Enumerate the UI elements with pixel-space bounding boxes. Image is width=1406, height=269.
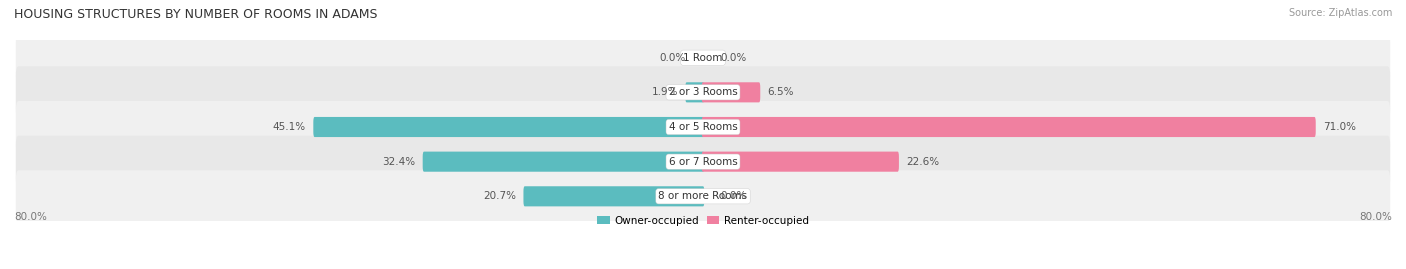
Text: 22.6%: 22.6%	[907, 157, 939, 167]
FancyBboxPatch shape	[15, 66, 1391, 118]
Text: 0.0%: 0.0%	[720, 53, 747, 63]
FancyBboxPatch shape	[15, 136, 1391, 188]
Text: 80.0%: 80.0%	[14, 212, 46, 222]
Text: 80.0%: 80.0%	[1360, 212, 1392, 222]
FancyBboxPatch shape	[15, 32, 1391, 84]
FancyBboxPatch shape	[685, 82, 704, 102]
FancyBboxPatch shape	[15, 101, 1391, 153]
Text: 20.7%: 20.7%	[484, 191, 516, 201]
FancyBboxPatch shape	[702, 152, 898, 172]
FancyBboxPatch shape	[314, 117, 704, 137]
Text: 6.5%: 6.5%	[768, 87, 794, 97]
FancyBboxPatch shape	[15, 170, 1391, 222]
Text: 2 or 3 Rooms: 2 or 3 Rooms	[669, 87, 737, 97]
Text: 8 or more Rooms: 8 or more Rooms	[658, 191, 748, 201]
FancyBboxPatch shape	[423, 152, 704, 172]
Text: 0.0%: 0.0%	[659, 53, 686, 63]
Text: 1 Room: 1 Room	[683, 53, 723, 63]
Legend: Owner-occupied, Renter-occupied: Owner-occupied, Renter-occupied	[593, 211, 813, 230]
FancyBboxPatch shape	[523, 186, 704, 206]
Text: 6 or 7 Rooms: 6 or 7 Rooms	[669, 157, 737, 167]
Text: 1.9%: 1.9%	[651, 87, 678, 97]
Text: 32.4%: 32.4%	[382, 157, 415, 167]
Text: HOUSING STRUCTURES BY NUMBER OF ROOMS IN ADAMS: HOUSING STRUCTURES BY NUMBER OF ROOMS IN…	[14, 8, 378, 21]
FancyBboxPatch shape	[702, 117, 1316, 137]
Text: 4 or 5 Rooms: 4 or 5 Rooms	[669, 122, 737, 132]
Text: 0.0%: 0.0%	[720, 191, 747, 201]
FancyBboxPatch shape	[702, 82, 761, 102]
Text: Source: ZipAtlas.com: Source: ZipAtlas.com	[1288, 8, 1392, 18]
Text: 71.0%: 71.0%	[1323, 122, 1355, 132]
Text: 45.1%: 45.1%	[273, 122, 307, 132]
